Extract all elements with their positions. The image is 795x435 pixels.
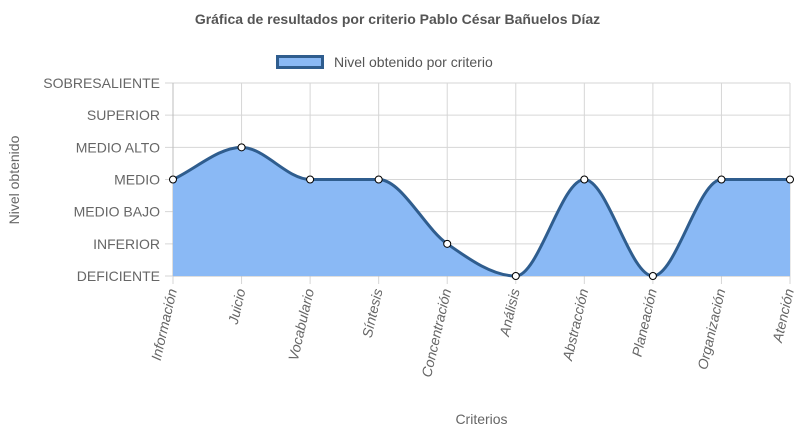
legend-swatch	[276, 55, 324, 69]
data-point	[580, 175, 589, 184]
y-tick-label: DEFICIENTE	[77, 268, 160, 284]
x-tick-label: Análisis	[496, 287, 523, 339]
data-point	[169, 175, 177, 184]
x-tick-label: Organización	[694, 287, 728, 371]
x-tick-label: Planeación	[629, 287, 660, 358]
x-tick-label: Información	[148, 287, 180, 362]
x-tick-label: Juicio	[225, 287, 249, 327]
data-point	[374, 175, 383, 184]
data-point	[717, 175, 726, 184]
data-point	[237, 143, 246, 152]
y-tick-label: SOBRESALIENTE	[43, 75, 160, 91]
data-point	[648, 272, 657, 280]
x-tick-label: Vocabulario	[285, 287, 317, 362]
data-point	[306, 175, 315, 184]
y-tick-label: MEDIO BAJO	[74, 204, 160, 220]
x-tick-label: Síntesis	[359, 287, 386, 339]
data-point	[786, 175, 794, 184]
y-tick-label: SUPERIOR	[87, 107, 160, 123]
y-tick-label: INFERIOR	[93, 236, 160, 252]
data-point	[511, 272, 520, 280]
legend[interactable]: Nivel obtenido por criterio	[276, 52, 493, 72]
y-tick-label: MEDIO ALTO	[76, 139, 160, 155]
x-tick-label: Atención	[769, 287, 795, 345]
y-tick-label: MEDIO	[114, 172, 160, 188]
data-point	[443, 239, 452, 248]
chart-title: Gráfica de resultados por criterio Pablo…	[194, 11, 601, 27]
legend-label: Nivel obtenido por criterio	[334, 54, 493, 70]
x-axis-title: Criterios	[455, 411, 508, 427]
x-tick-label: Concentración	[418, 287, 454, 379]
x-tick-label: Abstracción	[559, 287, 591, 363]
